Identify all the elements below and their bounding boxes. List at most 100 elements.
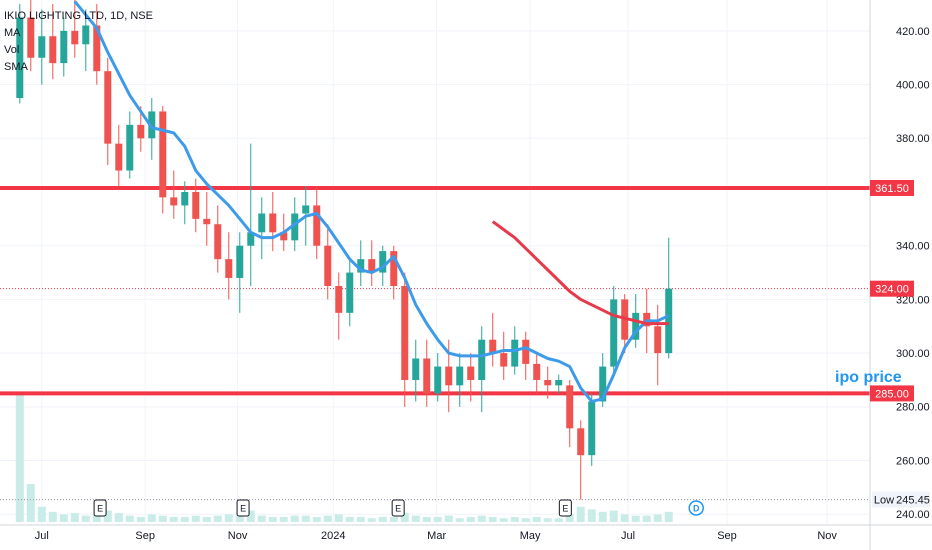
candle-body: [159, 111, 167, 198]
volume-bar: [92, 514, 101, 522]
candle-body: [489, 339, 497, 354]
overlays: 361.50 285.00 324.00 Low 245.45 ipo price E E E E…: [93, 179, 930, 517]
earnings-marker: [236, 499, 250, 517]
volume-bar: [114, 513, 123, 522]
volume-bar: [444, 515, 453, 522]
volume-bar: [103, 510, 112, 522]
x-tick-label: 2024: [321, 530, 345, 542]
annotation: ipo price: [835, 369, 902, 386]
dividend-label: D: [693, 503, 700, 513]
volume-bar: [147, 514, 156, 522]
earnings-marker: [391, 499, 405, 517]
volume-bar: [26, 483, 35, 522]
last-price-box: [870, 280, 914, 297]
volume-bar: [554, 518, 563, 522]
volume-bar: [532, 516, 541, 522]
volume-bar: [521, 518, 530, 522]
y-tick-label: 240.00: [896, 509, 930, 521]
candle-body: [599, 366, 607, 402]
candle-body: [467, 366, 475, 380]
volume-bar: [367, 518, 376, 522]
candle-body: [302, 205, 310, 214]
moving-average-line: [491, 220, 669, 326]
volume-bar: [609, 510, 618, 522]
candle-body: [16, 17, 24, 99]
volume-bar: [37, 506, 46, 522]
y-tick-label: 260.00: [896, 455, 930, 467]
volume-bar: [400, 513, 409, 522]
candle-body: [434, 366, 442, 394]
last-price-label: 324.00: [875, 284, 909, 296]
candle-body: [49, 36, 57, 64]
volume-bar: [301, 515, 310, 522]
price-label-box: [870, 179, 914, 196]
low-name: Low: [874, 495, 894, 507]
volume-bar: [224, 514, 233, 522]
volume-bar: [290, 515, 299, 522]
candle-body: [115, 143, 123, 171]
x-tick-label: Sep: [717, 530, 737, 542]
volume-bar: [620, 514, 629, 522]
volume-bar: [235, 515, 244, 522]
candle-body: [170, 197, 178, 206]
y-tick-label: 280.00: [896, 402, 930, 414]
volume-bar: [631, 515, 640, 522]
volume-bar: [642, 515, 651, 522]
candle-body: [324, 245, 332, 286]
volume-bar: [246, 510, 255, 522]
candle-body: [522, 339, 530, 364]
volume-bar: [70, 513, 79, 522]
volume-bar: [488, 516, 497, 522]
candle-body: [665, 288, 673, 354]
candle-body: [577, 428, 585, 456]
earnings-label: E: [562, 503, 568, 513]
candle-body: [544, 379, 552, 386]
volume-bar: [422, 516, 431, 522]
y-tick-label: 340.00: [896, 241, 930, 253]
moving-average-line: [73, 0, 670, 403]
horizontal-lines: [0, 185, 870, 501]
x-tick-label: Jul: [621, 530, 635, 542]
candle-body: [104, 71, 112, 144]
candle-body: [258, 213, 266, 233]
grid: [0, 0, 870, 525]
volume-bar: [378, 516, 387, 522]
indicator-label: Vol: [4, 44, 19, 56]
candle-body: [456, 366, 464, 386]
candle-body: [247, 232, 255, 246]
volume-bar: [565, 514, 574, 522]
x-tick-label: Nov: [817, 530, 837, 542]
earnings-label: E: [240, 503, 246, 513]
volume-bar: [543, 518, 552, 522]
indicator-label: SMA: [4, 61, 29, 73]
x-tick-label: Nov: [228, 530, 248, 542]
candle-body: [632, 312, 640, 340]
candle-body: [214, 224, 222, 260]
volume-bar: [59, 514, 68, 522]
volume-bar: [279, 516, 288, 522]
candle-body: [225, 259, 233, 278]
candle-body: [313, 205, 321, 246]
volume-bar: [48, 511, 57, 522]
candle-body: [412, 358, 420, 380]
x-tick-label: Sep: [135, 530, 155, 542]
price-label-box: [870, 385, 914, 402]
volume-bar: [664, 511, 673, 522]
volume-bar: [180, 516, 189, 522]
x-tick-label: Mar: [427, 530, 446, 542]
candle-body: [555, 379, 563, 386]
y-tick-label: 300.00: [896, 348, 930, 360]
candle-body: [654, 326, 662, 354]
candle-body: [291, 213, 299, 241]
axes: 240.00 260.00 280.00 300.00 320.00 340.00 380.…: [35, 26, 930, 542]
candle-body: [357, 259, 365, 273]
x-tick-label: May: [520, 530, 541, 542]
candle-body: [401, 285, 409, 380]
volume-bar: [587, 509, 596, 522]
candle-body: [511, 339, 519, 367]
candle-body: [478, 339, 486, 380]
low-value-box: [896, 491, 930, 508]
candle-body: [335, 285, 343, 313]
volume-bar: [389, 516, 398, 522]
